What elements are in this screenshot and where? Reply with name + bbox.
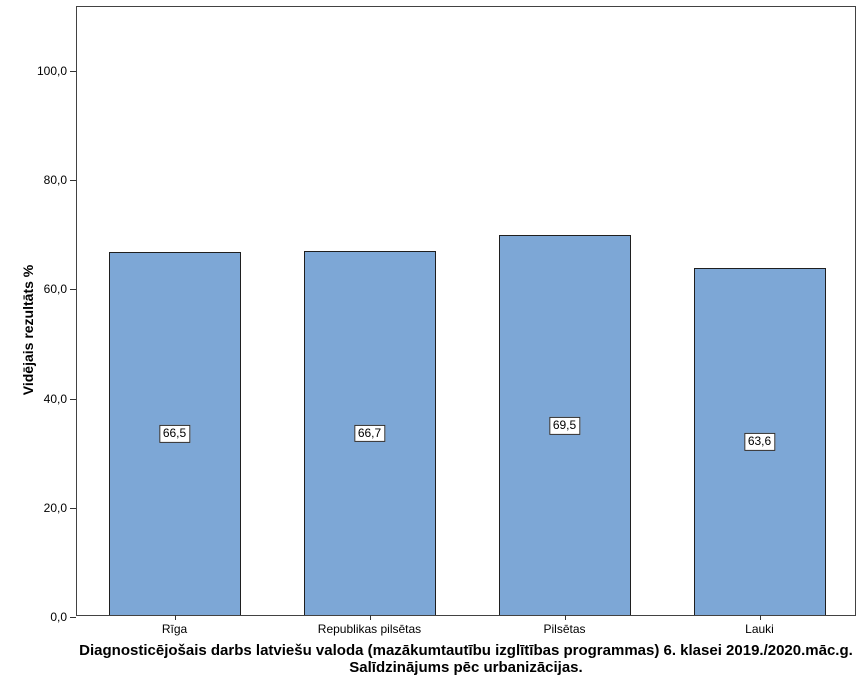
y-axis-tick-label: 20,0 [43,500,67,515]
bar-value-label: 63,6 [743,432,776,451]
bar: 66,7 [303,250,436,615]
y-axis-tick [70,507,76,509]
y-axis-tick [70,289,76,291]
x-category-label: Pilsētas [543,622,586,636]
y-axis-label: Vidējais rezultāts % [20,264,36,396]
y-axis-tick [70,398,76,400]
y-axis-tick-label: 80,0 [43,173,67,188]
chart-subtitle: Salīdzinājums pēc urbanizācijas. [349,659,583,677]
chart-title: Diagnosticējošais darbs latviešu valoda … [79,642,853,659]
bar: 69,5 [498,235,631,615]
x-axis-tick [564,615,566,620]
y-axis-tick-label: 0,0 [50,610,67,624]
bar-value-label: 66,7 [353,424,386,443]
x-category-label: Republikas pilsētas [317,622,422,636]
x-axis-tick [174,615,176,620]
plot-area: 0,0 20,0 40,0 60,0 80,0 100,0 66,5 Rīga 66,7 Repu… [37,6,856,636]
bar: 66,5 [108,251,241,615]
y-axis-tick-label: 60,0 [43,282,67,297]
bar: 63,6 [693,267,826,615]
y-axis-tick [70,617,76,618]
x-category-label: Rīga [161,622,188,636]
chart-title-block: Diagnosticējošais darbs latviešu valoda … [76,642,856,677]
x-axis-tick [759,615,761,620]
x-axis-tick [369,615,371,620]
y-axis-tick [70,70,76,72]
y-axis-tick-label: 40,0 [43,391,67,406]
x-category-label: Lauki [745,622,774,636]
bar-value-label: 66,5 [158,425,191,443]
bar-value-label: 69,5 [548,416,581,435]
y-axis-tick-label: 100,0 [36,63,67,78]
y-axis-tick [70,180,76,182]
